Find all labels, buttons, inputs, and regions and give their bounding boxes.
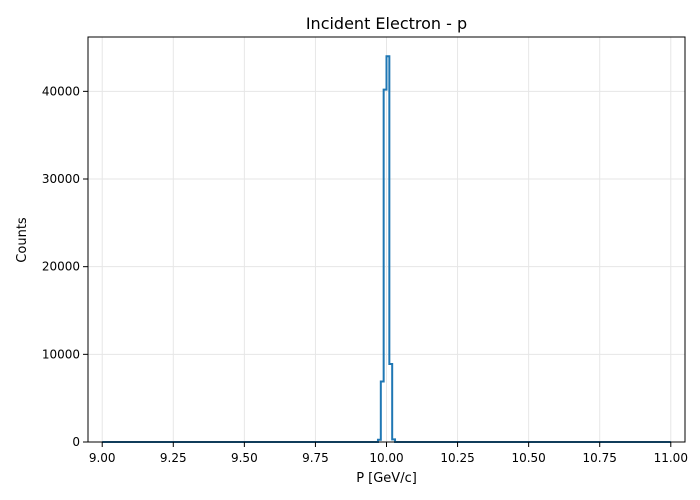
x-axis-ticks: 9.00 9.25 9.50 9.75 10.00 10.25 10.50 10.75 11.0… — [89, 442, 688, 465]
x-tick-label: 10.75 — [583, 451, 617, 465]
x-tick-label: 10.50 — [511, 451, 545, 465]
x-tick-label: 9.25 — [160, 451, 187, 465]
y-tick-label: 40000 — [42, 84, 80, 98]
x-axis-label: P [GeV/c] — [356, 471, 417, 486]
x-tick-label: 10.00 — [369, 451, 403, 465]
y-tick-label: 0 — [72, 435, 80, 449]
y-axis-label: Counts — [15, 217, 30, 263]
x-tick-label: 11.00 — [654, 451, 688, 465]
x-tick-label: 9.50 — [231, 451, 258, 465]
x-tick-label: 9.75 — [302, 451, 329, 465]
y-tick-label: 30000 — [42, 172, 80, 186]
y-tick-label: 20000 — [42, 260, 80, 274]
x-tick-label: 10.25 — [440, 451, 474, 465]
x-tick-label: 9.00 — [89, 451, 116, 465]
histogram-step-line — [102, 55, 671, 443]
y-axis-ticks: 0 10000 20000 30000 40000 — [42, 84, 88, 449]
grid-layer — [88, 37, 685, 443]
y-tick-label: 10000 — [42, 347, 80, 361]
chart-title: Incident Electron - p — [306, 14, 467, 33]
